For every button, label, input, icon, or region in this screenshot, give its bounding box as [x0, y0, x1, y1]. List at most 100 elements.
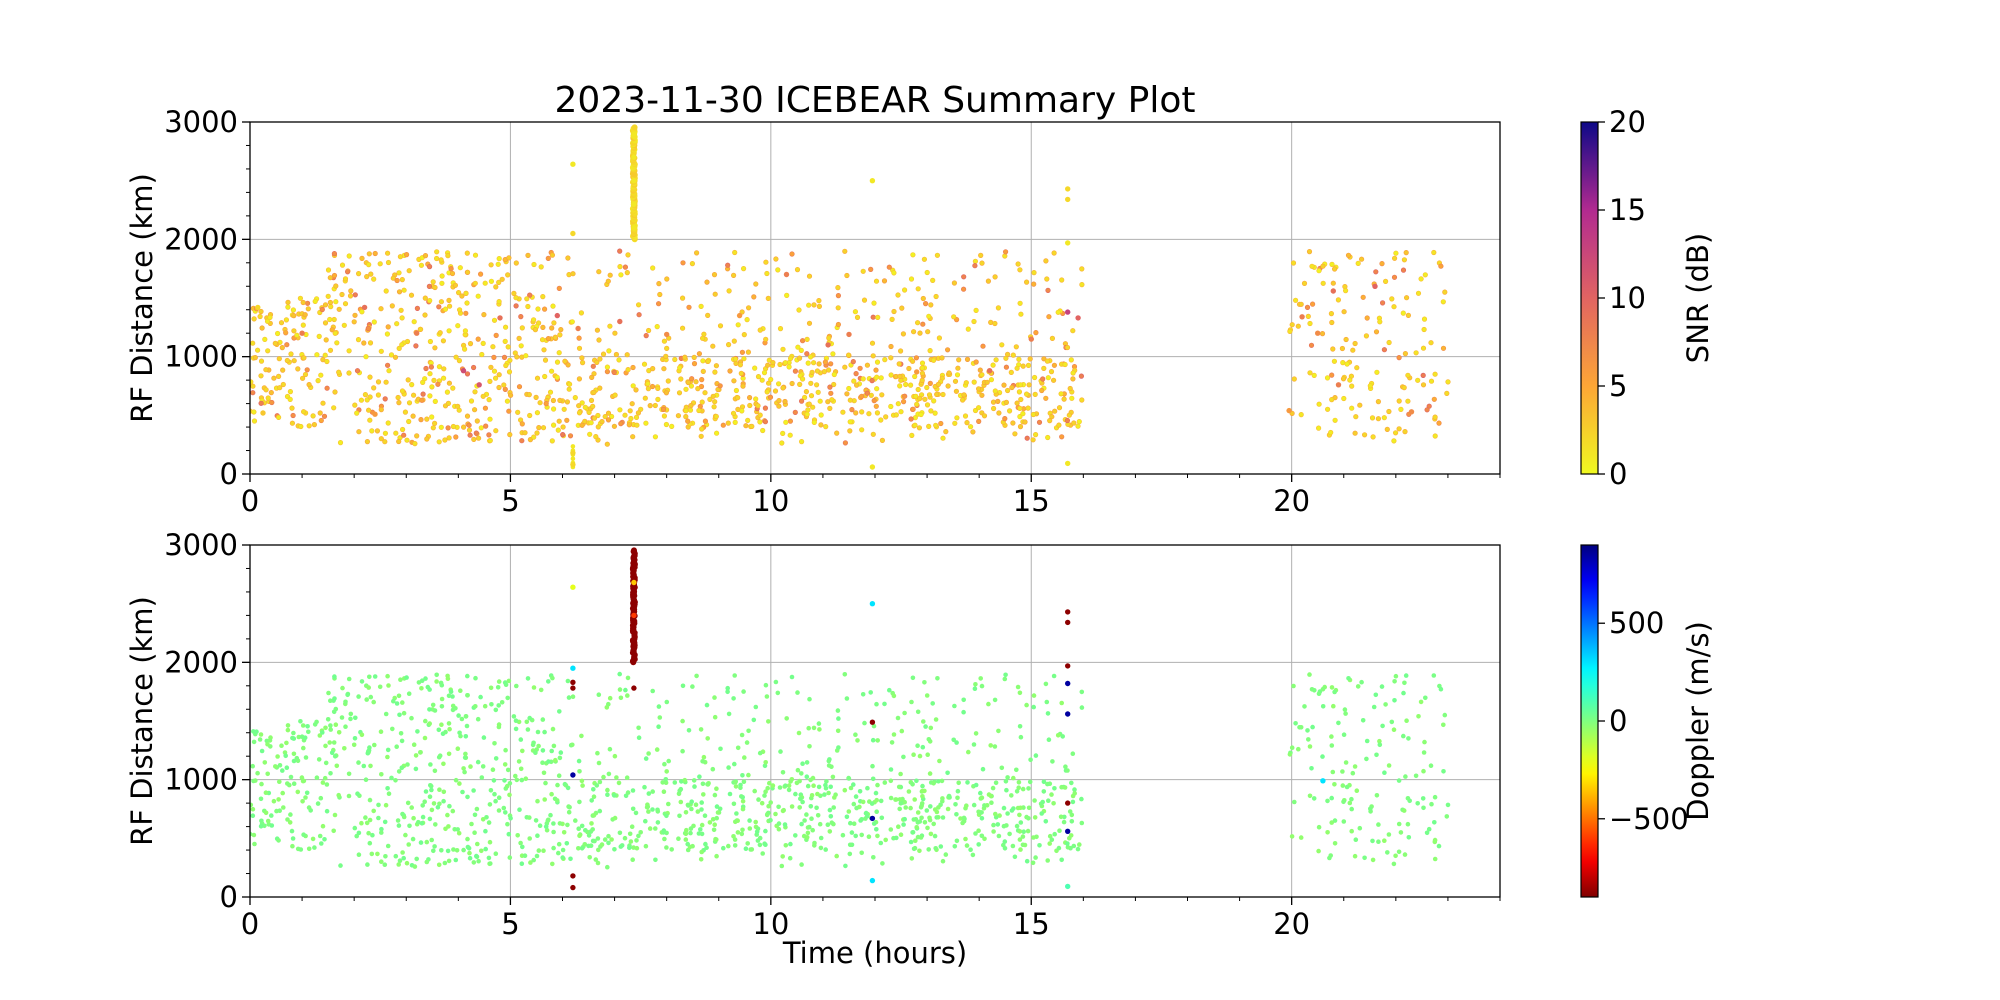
data-point	[579, 733, 584, 739]
data-point	[1065, 663, 1071, 669]
data-point	[796, 355, 803, 361]
data-point	[352, 402, 358, 408]
data-point	[422, 253, 429, 259]
data-point	[1287, 328, 1293, 335]
data-point	[692, 784, 697, 789]
data-point	[804, 835, 810, 840]
x-tick-label: 20	[1273, 484, 1310, 518]
colorbar-tick-label: 0	[1609, 704, 1627, 738]
data-point	[342, 301, 349, 307]
data-point	[851, 821, 857, 826]
data-point	[493, 756, 499, 761]
data-point	[1432, 414, 1438, 420]
data-point	[448, 266, 454, 272]
data-point	[1015, 261, 1021, 267]
data-point	[817, 727, 822, 732]
data-point	[654, 747, 660, 752]
data-point	[577, 833, 582, 839]
data-point	[265, 818, 271, 824]
data-point	[1393, 853, 1398, 859]
data-point	[749, 423, 755, 430]
data-point	[253, 778, 258, 783]
data-point	[1065, 845, 1071, 850]
data-point	[332, 330, 338, 336]
data-point	[801, 394, 808, 401]
data-point	[1070, 751, 1076, 756]
data-point	[306, 805, 312, 810]
data-point	[920, 295, 926, 302]
data-point	[1420, 372, 1426, 379]
data-point	[818, 845, 824, 851]
data-point	[1311, 372, 1317, 379]
data-point	[385, 250, 391, 256]
data-point	[493, 428, 499, 434]
data-point	[618, 844, 624, 849]
data-point	[298, 423, 304, 430]
data-point	[1369, 415, 1376, 421]
data-point	[760, 851, 765, 856]
data-point	[305, 300, 311, 306]
data-point	[516, 335, 522, 342]
data-point	[816, 721, 822, 726]
data-point	[291, 730, 296, 736]
data-point	[525, 303, 531, 310]
data-point	[888, 403, 894, 410]
data-point	[414, 305, 421, 312]
data-point	[444, 389, 451, 395]
data-point	[765, 380, 772, 386]
data-point	[258, 400, 264, 406]
data-point	[284, 342, 290, 348]
data-point	[1389, 296, 1395, 302]
data-point	[622, 412, 628, 418]
data-point	[413, 753, 419, 758]
data-point	[817, 821, 823, 827]
data-point	[306, 729, 311, 735]
data-point	[1306, 249, 1313, 255]
data-point	[1075, 846, 1081, 852]
data-point	[267, 314, 273, 321]
data-point	[635, 302, 642, 308]
data-point	[367, 674, 372, 680]
axes-frame	[249, 544, 1501, 898]
data-point	[995, 398, 1001, 405]
data-point	[887, 687, 892, 693]
data-point	[1340, 376, 1347, 382]
data-point	[630, 806, 636, 812]
data-point	[636, 725, 641, 731]
data-point	[499, 276, 505, 282]
data-point	[597, 356, 603, 362]
data-point	[1031, 835, 1036, 840]
data-point	[258, 796, 264, 802]
data-point	[400, 811, 405, 817]
data-point	[396, 270, 402, 276]
data-point	[1398, 406, 1404, 413]
data-point	[622, 264, 629, 270]
data-point	[250, 802, 254, 808]
data-point	[405, 800, 411, 806]
data-point	[879, 815, 885, 821]
data-point	[789, 804, 795, 809]
data-point	[568, 856, 573, 862]
data-point	[294, 332, 300, 338]
data-point	[388, 352, 395, 358]
data-point	[1067, 835, 1072, 841]
data-point	[1335, 382, 1342, 388]
data-point	[745, 417, 751, 424]
data-point	[1404, 718, 1409, 723]
data-point	[543, 780, 548, 786]
data-point	[963, 836, 968, 842]
data-point	[255, 304, 261, 311]
data-point	[1286, 407, 1292, 414]
data-point	[343, 724, 348, 729]
data-point	[1375, 416, 1381, 422]
data-point	[570, 694, 576, 699]
data-point	[1349, 828, 1354, 834]
data-point	[291, 751, 297, 757]
data-point	[385, 747, 391, 753]
data-point	[1441, 722, 1446, 728]
data-point	[299, 775, 305, 780]
colorbar-tick-label: 500	[1609, 606, 1664, 640]
data-point	[371, 699, 377, 705]
data-point	[346, 253, 352, 259]
data-point	[1012, 854, 1018, 860]
